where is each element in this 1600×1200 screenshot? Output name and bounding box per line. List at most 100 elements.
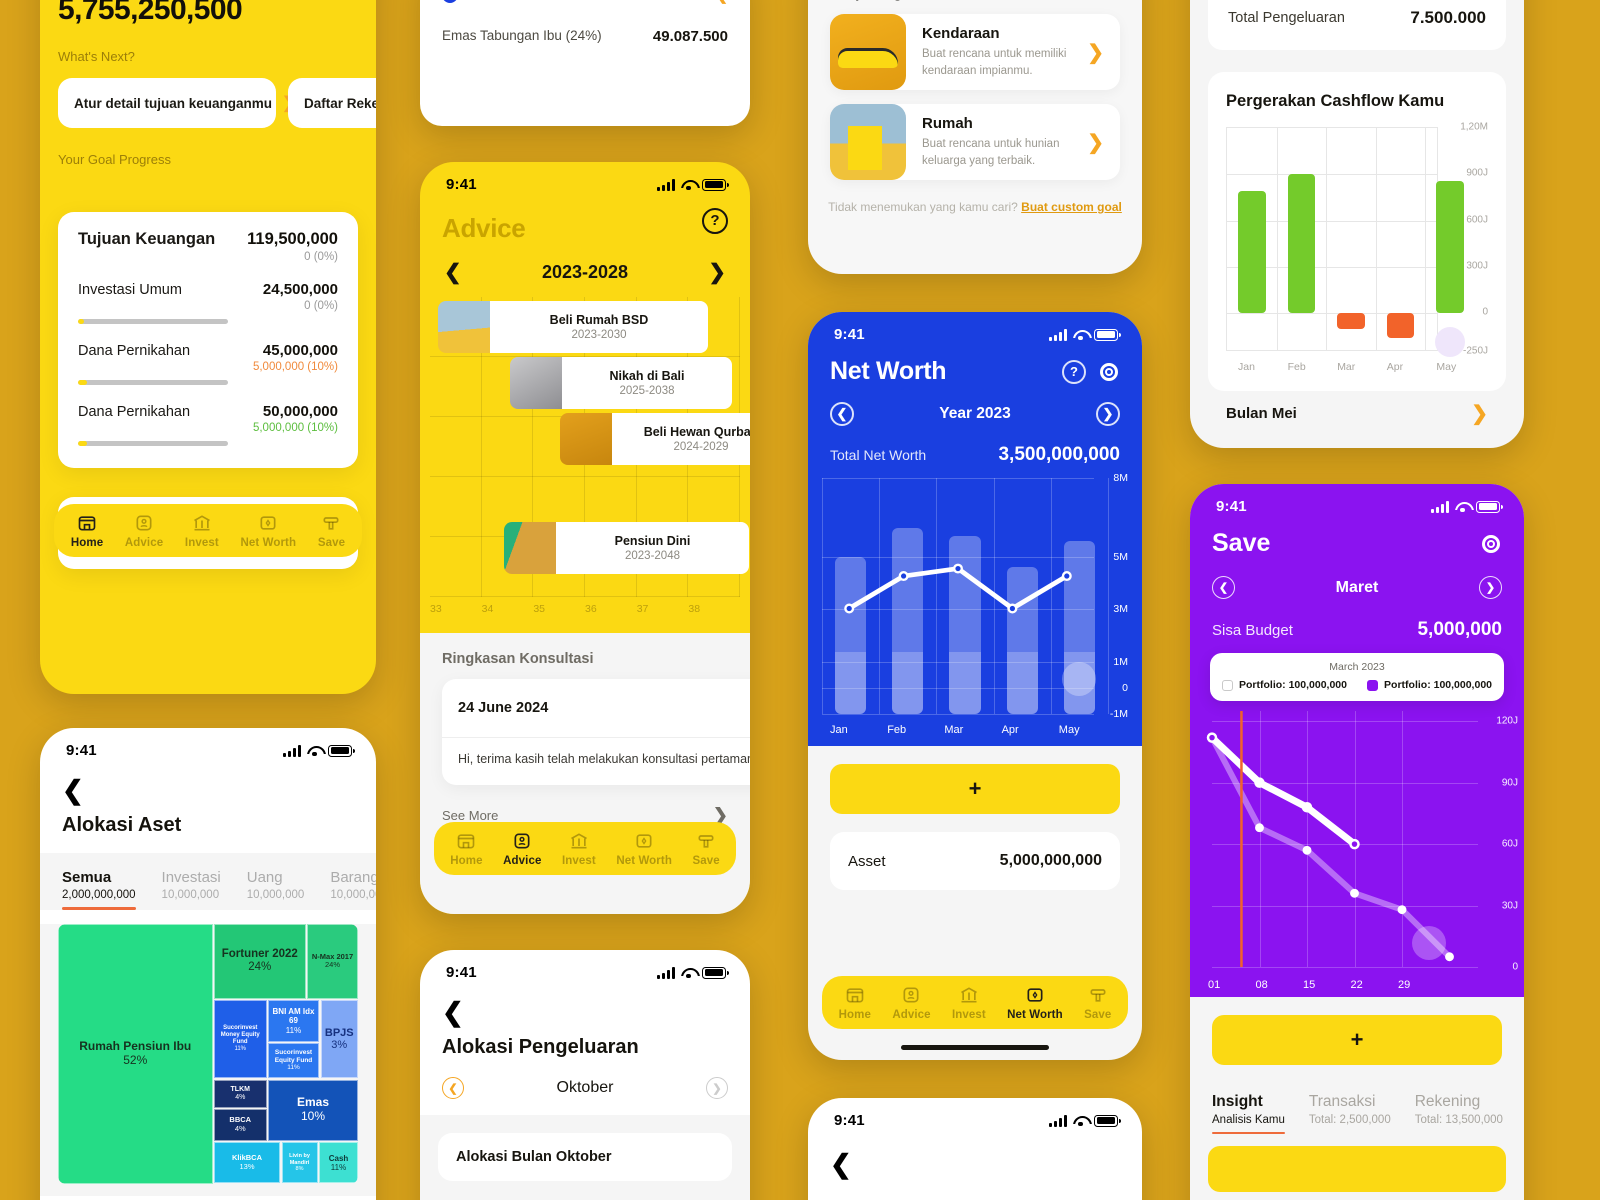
prev-range-button[interactable]: ❮ [444,261,462,284]
asset-summary-row[interactable]: Asset 5,000,000,000 [830,832,1120,890]
allocation-card[interactable]: Alokasi Bulan Oktober [438,1133,732,1181]
tab-insight[interactable]: Insight Analisis Kamu [1212,1093,1285,1134]
chart-bar[interactable] [1238,191,1266,314]
chevron-up-icon[interactable]: ❮ [715,0,728,4]
nav-advice[interactable]: Advice [125,513,163,549]
prev-month-button[interactable]: ❮ [1212,576,1235,599]
back-button[interactable]: ❮ [420,985,750,1036]
chart-bar[interactable] [1006,567,1038,714]
chart-bar[interactable] [1436,180,1464,314]
cashflow-footer[interactable]: Bulan Mei ❯ [1208,391,1506,426]
nav-invest[interactable]: Invest [952,985,986,1021]
treemap-pct: 24% [248,961,272,974]
prev-year-button[interactable]: ❮ [830,402,854,426]
wifi-icon [1073,329,1088,341]
treemap-node[interactable]: Fortuner 2022 24% [214,923,306,999]
add-save-button[interactable]: + [1212,1015,1502,1065]
screen-cashflow: Total Pengeluaran 7.500.000 Pergerakan C… [1190,0,1524,448]
chart-bar[interactable] [1337,313,1365,329]
treemap-node[interactable]: Rumah Pensiun Ibu 52% [58,923,213,1184]
goal-row[interactable]: Tujuan Keuangan 119,500,000 0 (0%) [78,230,338,263]
chart-bar[interactable] [835,556,867,714]
nav-save[interactable]: Save [692,831,720,867]
next-range-button[interactable]: ❯ [708,261,726,284]
nav-invest[interactable]: Invest [185,513,219,549]
cashflow-chart[interactable]: 1,20M 900J 600J 300J 0 -250J Jan Feb Mar Apr May [1226,122,1488,377]
tab-rekening[interactable]: Rekening Total: 13,500,000 [1415,1093,1503,1134]
goal-progress-card: Tujuan Keuangan 119,500,000 0 (0%) Inves… [58,212,358,468]
next-year-button[interactable]: ❯ [1095,402,1120,426]
chart-bar[interactable] [892,527,924,714]
summary-card[interactable]: 24 June 2024 Hi, terima kasih telah mela… [442,679,750,786]
focus-handle[interactable] [1435,327,1466,358]
gear-icon[interactable] [1480,533,1502,555]
goal-row[interactable]: Dana Pernikahan 45,000,000 5,000,000 (10… [78,342,338,385]
x-axis-tick: Jan [1238,361,1255,373]
goal-row[interactable]: Investasi Umum 24,500,000 0 (0%) [78,281,338,324]
nav-advice[interactable]: Advice [892,985,931,1021]
tab-transaksi[interactable]: Transaksi Total: 2,500,000 [1309,1093,1391,1134]
chart-bar[interactable] [1287,174,1316,314]
nav-invest[interactable]: Invest [562,831,596,867]
focus-handle[interactable] [1062,662,1097,696]
goal-row[interactable]: Dana Pernikahan 50,000,000 5,000,000 (10… [78,403,338,446]
chip-daftar-rekening[interactable]: Daftar Reken [288,78,376,128]
nav-networth[interactable]: Net Worth [1007,985,1063,1021]
help-icon[interactable]: ? [702,207,728,234]
treemap-node[interactable]: Sucorinvest Equity Fund 11% [268,1043,319,1079]
treemap-node[interactable]: BBCA 4% [214,1109,267,1141]
next-month-button[interactable]: ❯ [1479,576,1502,599]
chart-bar[interactable] [1063,540,1095,714]
asset-row-kendaraan[interactable]: Kendaraan Buat rencana untuk memiliki ke… [830,14,1120,90]
timeline-item[interactable]: Pensiun Dini 2023-2048 [504,522,749,574]
treemap-node[interactable]: TLKM 4% [214,1079,267,1109]
custom-goal-link[interactable]: Buat custom goal [1021,200,1122,214]
nav-networth[interactable]: Net Worth [240,513,296,549]
prev-month-button[interactable]: ❮ [442,1077,464,1099]
card-emas: Emas 104.277.215 ❮ Emas Tabungan Ibu (24… [420,0,750,126]
treemap-node[interactable]: N-Max 2017 24% [307,923,358,999]
net-worth-chart[interactable]: 8M 5M 3M 1M 0 -1M Jan Feb Mar Apr May [822,472,1128,740]
treemap-node[interactable]: Livin by Mandiri 8% [281,1141,318,1184]
treemap-node[interactable]: KlikBCA 13% [214,1141,280,1184]
timeline-item[interactable]: Beli Hewan Qurban 2024-2029 [560,413,750,465]
nav-advice[interactable]: Advice [503,831,541,867]
emas-row[interactable]: Emas 104.277.215 ❮ [420,0,750,4]
focus-handle[interactable] [1411,926,1446,961]
tab-semua[interactable]: Semua 2,000,000,000 [62,869,136,910]
treemap-pct: 11% [285,1025,302,1035]
see-more-row[interactable]: See More ❯ [420,799,750,826]
treemap-node[interactable]: Emas 10% [268,1079,358,1141]
treemap-pct: 11% [330,1162,347,1172]
nav-home[interactable]: Home [71,513,103,549]
chevron-right-icon[interactable]: ❯ [1087,131,1104,154]
help-icon[interactable]: ? [1062,359,1086,384]
gear-icon[interactable] [1098,361,1120,383]
treemap-node[interactable]: Cash 11% [319,1141,358,1184]
tab-barang[interactable]: Barang 10,000,000 [330,869,376,910]
nav-save[interactable]: Save [1084,985,1111,1021]
save-chart[interactable]: 120J 90J 60J 30J 0 01 08 15 22 29 [1190,697,1524,997]
nav-networth[interactable]: Net Worth [616,831,672,867]
chevron-right-icon[interactable]: ❯ [1087,41,1104,64]
chart-bar[interactable] [1386,313,1415,339]
asset-treemap[interactable]: Rumah Pensiun Ibu 52% Fortuner 2022 24% N-… [58,923,358,1184]
timeline-item[interactable]: Nikah di Bali 2025-2038 [510,357,732,409]
tab-investasi[interactable]: Investasi 10,000,000 [162,869,221,910]
timeline-item[interactable]: Beli Rumah BSD 2023-2030 [438,301,708,353]
chip-atur-detail[interactable]: Atur detail tujuan keuanganmu ❯ [58,78,295,128]
advice-timeline: Beli Rumah BSD 2023-2030 Nikah di Bali 2… [430,297,750,597]
treemap-label: N-Max 2017 [311,951,354,961]
nav-home[interactable]: Home [450,831,483,867]
treemap-node[interactable]: Sucorinvest Money Equity Fund 11% [214,1000,267,1079]
nav-save[interactable]: Save [318,513,345,549]
add-networth-button[interactable]: + [830,764,1120,814]
tab-uang[interactable]: Uang 10,000,000 [247,869,305,910]
next-month-button[interactable]: ❯ [705,1077,728,1099]
treemap-node[interactable]: BNI AM Idx 69 11% [268,1000,319,1042]
nav-home[interactable]: Home [839,985,871,1021]
treemap-node[interactable]: BPJS 3% [320,1000,358,1079]
back-button[interactable]: ❮ [40,763,376,814]
back-button[interactable]: ❮ [808,1133,1142,1188]
asset-row-rumah[interactable]: Rumah Buat rencana untuk hunian keluarga… [830,104,1120,180]
